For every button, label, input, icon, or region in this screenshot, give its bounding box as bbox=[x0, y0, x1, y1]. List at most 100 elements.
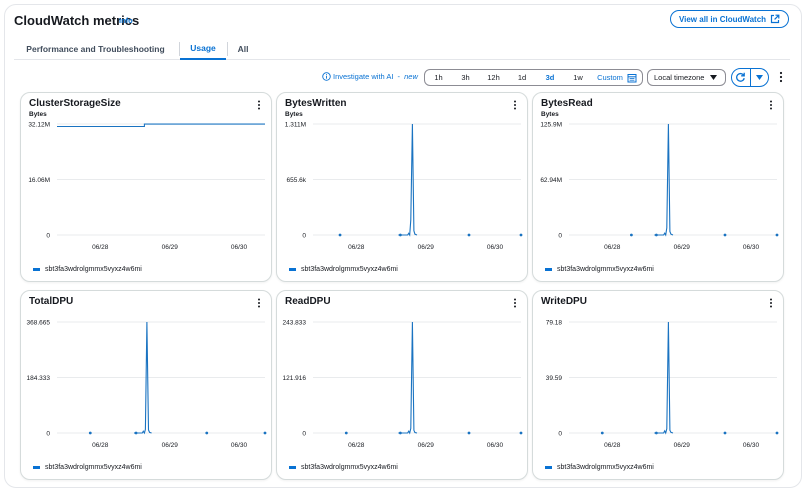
chart-legend: sbt3fa3wdrolgmmx5vyxz4w6mi bbox=[33, 464, 142, 471]
investigate-with-ai-link[interactable]: Investigate with AI - new bbox=[322, 72, 418, 81]
legend-swatch bbox=[545, 268, 552, 271]
x-tick-label: 06/30 bbox=[487, 244, 504, 251]
series-line bbox=[654, 321, 674, 435]
chart-legend: sbt3fa3wdrolgmmx5vyxz4w6mi bbox=[289, 266, 398, 273]
timezone-select[interactable]: Local timezone bbox=[647, 69, 726, 86]
legend-swatch bbox=[545, 466, 552, 469]
x-tick-label: 06/30 bbox=[487, 442, 504, 449]
legend-label: sbt3fa3wdrolgmmx5vyxz4w6mi bbox=[301, 266, 398, 273]
page-title: CloudWatch metrics bbox=[14, 13, 140, 28]
y-tick-label: 0 bbox=[302, 431, 306, 438]
caret-down-icon bbox=[710, 75, 718, 80]
info-icon bbox=[322, 72, 331, 81]
card-menu-icon[interactable] bbox=[513, 298, 517, 308]
chart-plot: 368.665 184.333 0 06/28 06/29 06/30 bbox=[27, 320, 267, 449]
card-menu-icon[interactable] bbox=[513, 100, 517, 110]
card-title: ReadDPU bbox=[285, 296, 331, 307]
card-title: ClusterStorageSize bbox=[29, 98, 121, 109]
data-point bbox=[467, 431, 471, 435]
view-all-label: View all in CloudWatch bbox=[678, 14, 767, 24]
calendar-icon bbox=[627, 73, 637, 82]
y-tick-label: 0 bbox=[558, 233, 562, 240]
metric-card-read-dpu: 243.833 121.916 0 06/28 06/29 06/30 ReadDPU s… bbox=[276, 290, 528, 480]
y-tick-label: 32.12M bbox=[28, 122, 50, 129]
y-tick-label: 16.06M bbox=[28, 177, 50, 184]
more-options-icon[interactable] bbox=[778, 71, 784, 83]
chart-plot: 125.9M 62.94M 0 06/28 06/29 06/30 bbox=[540, 122, 779, 251]
card-title: BytesRead bbox=[541, 98, 593, 109]
range-12h[interactable]: 12h bbox=[487, 73, 500, 82]
range-3d[interactable]: 3d bbox=[545, 73, 555, 82]
metric-card-cluster-storage-size: 32.12M 16.06M 0 06/28 06/29 06/30 ClusterStor… bbox=[20, 92, 272, 282]
data-point bbox=[654, 431, 658, 435]
chart-plot: 32.12M 16.06M 0 06/28 06/29 06/30 bbox=[28, 122, 265, 251]
chart-legend: sbt3fa3wdrolgmmx5vyxz4w6mi bbox=[545, 266, 654, 273]
view-all-in-cloudwatch-button[interactable]: View all in CloudWatch bbox=[670, 10, 789, 28]
tab-performance-and-troubleshooting[interactable]: Performance and Troubleshooting bbox=[26, 44, 165, 54]
series-line bbox=[398, 321, 418, 435]
data-point bbox=[723, 233, 727, 237]
custom-label: Custom bbox=[597, 73, 623, 82]
x-tick-label: 06/30 bbox=[231, 244, 248, 251]
data-point bbox=[654, 233, 658, 237]
tab-all[interactable]: All bbox=[237, 44, 249, 54]
info-link[interactable]: Info bbox=[119, 16, 133, 25]
data-point bbox=[467, 233, 471, 237]
x-tick-label: 06/28 bbox=[92, 442, 109, 449]
refresh-options-dropdown[interactable] bbox=[749, 69, 768, 86]
range-3h[interactable]: 3h bbox=[461, 73, 470, 82]
refresh-button[interactable] bbox=[732, 69, 750, 86]
y-tick-label: 368.665 bbox=[27, 320, 51, 327]
x-tick-label: 06/29 bbox=[674, 442, 691, 449]
tab-divider bbox=[179, 42, 180, 56]
x-tick-label: 06/28 bbox=[348, 244, 365, 251]
y-tick-label: 79.18 bbox=[546, 320, 563, 327]
x-tick-label: 06/28 bbox=[604, 244, 621, 251]
legend-label: sbt3fa3wdrolgmmx5vyxz4w6mi bbox=[301, 464, 398, 471]
card-title: TotalDPU bbox=[29, 296, 74, 307]
range-custom[interactable]: Custom bbox=[592, 70, 642, 85]
legend-label: sbt3fa3wdrolgmmx5vyxz4w6mi bbox=[45, 464, 142, 471]
legend-label: sbt3fa3wdrolgmmx5vyxz4w6mi bbox=[557, 464, 654, 471]
series-line bbox=[654, 123, 674, 237]
card-menu-icon[interactable] bbox=[257, 298, 261, 308]
y-tick-label: 0 bbox=[302, 233, 306, 240]
series-line bbox=[398, 123, 418, 237]
card-menu-icon[interactable] bbox=[769, 298, 773, 308]
card-title: BytesWritten bbox=[285, 98, 347, 109]
data-point bbox=[519, 233, 523, 237]
legend-swatch bbox=[289, 268, 296, 271]
card-title: WriteDPU bbox=[541, 296, 587, 307]
x-tick-label: 06/29 bbox=[418, 442, 435, 449]
investigate-separator: - bbox=[395, 72, 403, 81]
metric-card-total-dpu: 368.665 184.333 0 06/28 06/29 06/30 TotalDPU … bbox=[20, 290, 272, 480]
tab-usage[interactable]: Usage bbox=[180, 38, 226, 60]
external-link-icon bbox=[770, 14, 780, 24]
data-point bbox=[88, 431, 92, 435]
chart-legend: sbt3fa3wdrolgmmx5vyxz4w6mi bbox=[289, 464, 398, 471]
card-menu-icon[interactable] bbox=[257, 100, 261, 110]
range-1h[interactable]: 1h bbox=[434, 73, 443, 82]
timezone-value: Local timezone bbox=[654, 73, 705, 82]
y-tick-label: 39.59 bbox=[546, 375, 563, 382]
y-tick-label: 0 bbox=[558, 431, 562, 438]
x-tick-label: 06/29 bbox=[162, 244, 179, 251]
investigate-label: Investigate with AI bbox=[333, 72, 394, 81]
card-unit: Bytes bbox=[541, 111, 559, 118]
range-1d[interactable]: 1d bbox=[517, 73, 527, 82]
data-point bbox=[344, 431, 348, 435]
data-point bbox=[775, 233, 779, 237]
series-line bbox=[134, 321, 152, 435]
card-menu-icon[interactable] bbox=[769, 100, 773, 110]
data-point bbox=[775, 431, 779, 435]
card-unit: Bytes bbox=[29, 111, 47, 118]
y-tick-label: 0 bbox=[46, 233, 50, 240]
data-point bbox=[519, 431, 523, 435]
chart-legend: sbt3fa3wdrolgmmx5vyxz4w6mi bbox=[33, 266, 142, 273]
data-point bbox=[398, 431, 402, 435]
range-1w[interactable]: 1w bbox=[573, 73, 583, 82]
legend-label: sbt3fa3wdrolgmmx5vyxz4w6mi bbox=[557, 266, 654, 273]
data-point bbox=[723, 431, 727, 435]
legend-swatch bbox=[289, 466, 296, 469]
data-point bbox=[600, 431, 604, 435]
